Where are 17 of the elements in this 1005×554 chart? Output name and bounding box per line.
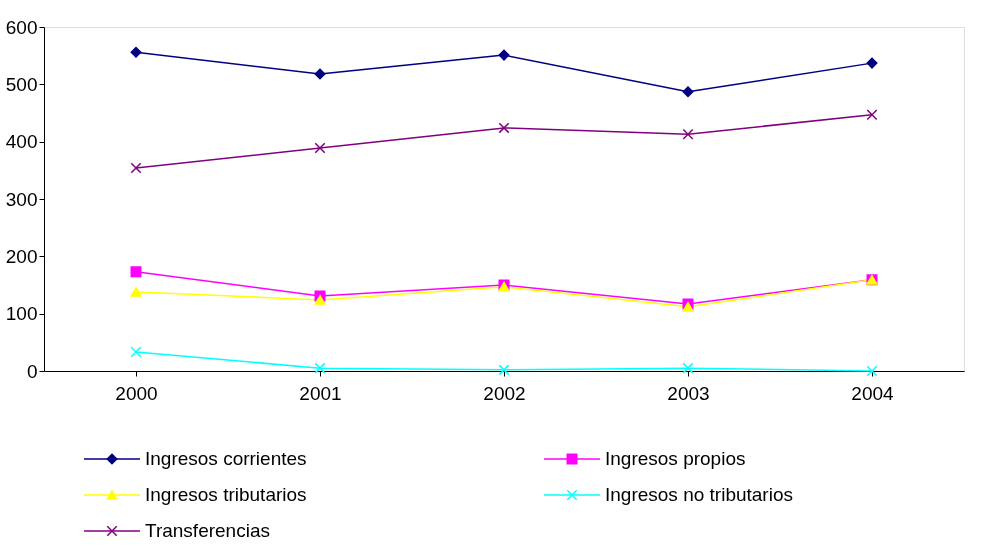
x-tick-label: 2004 [851,382,895,404]
y-tick-label: 600 [5,16,38,38]
legend-label: Ingresos no tributarios [605,484,793,505]
legend-label: Transferencias [145,520,270,541]
legend-label: Ingresos propios [605,448,746,469]
legend-label: Ingresos tributarios [145,484,307,505]
y-tick-label: 100 [5,303,38,325]
y-tick-label: 200 [5,245,38,267]
x-tick-label: 2000 [115,382,158,404]
legend-label: Ingresos corrientes [145,448,307,469]
x-tick-label: 2002 [483,382,526,404]
y-tick-label: 300 [5,188,38,210]
y-tick-label: 500 [5,73,38,95]
x-tick-label: 2001 [299,382,342,404]
x-tick-label: 2003 [667,382,710,404]
y-tick-label: 400 [5,131,38,153]
y-tick-label: 0 [26,360,38,382]
